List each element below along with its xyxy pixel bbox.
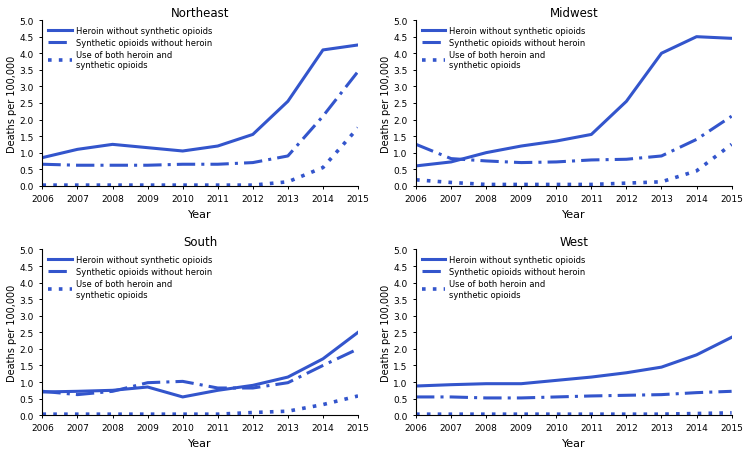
Legend: Heroin without synthetic opioids, Synthetic opioids without heroin, Use of both : Heroin without synthetic opioids, Synthe…	[420, 25, 587, 72]
Legend: Heroin without synthetic opioids, Synthetic opioids without heroin, Use of both : Heroin without synthetic opioids, Synthe…	[46, 25, 214, 72]
X-axis label: Year: Year	[188, 209, 212, 219]
Legend: Heroin without synthetic opioids, Synthetic opioids without heroin, Use of both : Heroin without synthetic opioids, Synthe…	[420, 254, 587, 301]
X-axis label: Year: Year	[562, 438, 586, 448]
Title: South: South	[183, 236, 218, 249]
Title: Northeast: Northeast	[171, 7, 230, 20]
Y-axis label: Deaths per 100,000: Deaths per 100,000	[7, 55, 17, 152]
Title: West: West	[560, 236, 588, 249]
Y-axis label: Deaths per 100,000: Deaths per 100,000	[7, 284, 17, 381]
Y-axis label: Deaths per 100,000: Deaths per 100,000	[380, 284, 391, 381]
X-axis label: Year: Year	[188, 438, 212, 448]
Y-axis label: Deaths per 100,000: Deaths per 100,000	[380, 55, 391, 152]
Legend: Heroin without synthetic opioids, Synthetic opioids without heroin, Use of both : Heroin without synthetic opioids, Synthe…	[46, 254, 214, 301]
Title: Midwest: Midwest	[550, 7, 598, 20]
X-axis label: Year: Year	[562, 209, 586, 219]
